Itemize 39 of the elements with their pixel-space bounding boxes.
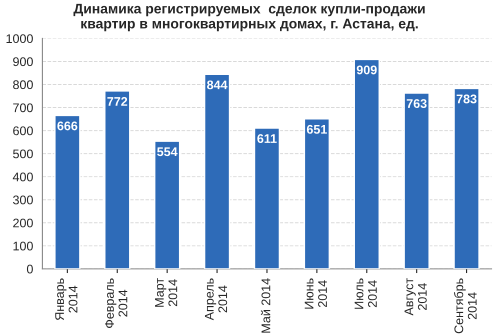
data-label: 772 bbox=[107, 97, 128, 106]
x-tick-label: Июнь 2014 bbox=[304, 278, 327, 309]
x-tick-label: Апрель 2014 bbox=[204, 278, 228, 320]
data-label: 554 bbox=[157, 147, 178, 156]
x-tick-label: Январь 2014 bbox=[55, 278, 78, 320]
y-tick-label: 400 bbox=[12, 172, 33, 182]
y-tick-label: 100 bbox=[13, 242, 33, 250]
x-tick-label: Март 2014 bbox=[155, 278, 178, 307]
y-tick-label: 300 bbox=[13, 196, 33, 204]
x-tick-label: Сентябрь 2014 bbox=[454, 278, 477, 334]
bar bbox=[403, 92, 430, 269]
y-tick-label: 700 bbox=[13, 103, 33, 112]
x-tick-label: Май 2014 bbox=[260, 278, 270, 333]
y-tick-label: 1000 bbox=[6, 34, 33, 44]
x-tick-label: Август 2014 bbox=[404, 278, 427, 316]
data-label: 611 bbox=[257, 134, 277, 143]
data-label: 666 bbox=[57, 121, 78, 130]
bar bbox=[54, 114, 81, 269]
bar bbox=[204, 74, 230, 269]
x-tick-label: Февраль 2014 bbox=[105, 278, 128, 328]
bar bbox=[254, 127, 280, 269]
data-label: 651 bbox=[306, 124, 327, 134]
y-tick-label: 800 bbox=[13, 80, 33, 90]
y-tick-label: 0 bbox=[26, 264, 33, 274]
bar bbox=[304, 118, 330, 269]
bar bbox=[104, 90, 130, 269]
bar bbox=[453, 88, 480, 269]
data-label: 763 bbox=[406, 99, 427, 108]
y-tick-label: 900 bbox=[13, 57, 33, 66]
data-label: 844 bbox=[207, 80, 228, 90]
y-tick-label: 200 bbox=[13, 218, 33, 228]
chart-title: Динамика регистрируемых сделок купли-продажи квартир в многоквартирных домах, г. Астана, ед. bbox=[74, 4, 425, 32]
y-tick-label: 600 bbox=[13, 126, 33, 136]
data-label: 783 bbox=[456, 94, 477, 104]
x-tick-label: Июль 2014 bbox=[354, 278, 377, 309]
bar bbox=[354, 58, 380, 269]
data-label: 909 bbox=[356, 65, 377, 74]
bar bbox=[154, 140, 180, 269]
y-tick-label: 500 bbox=[13, 149, 33, 158]
